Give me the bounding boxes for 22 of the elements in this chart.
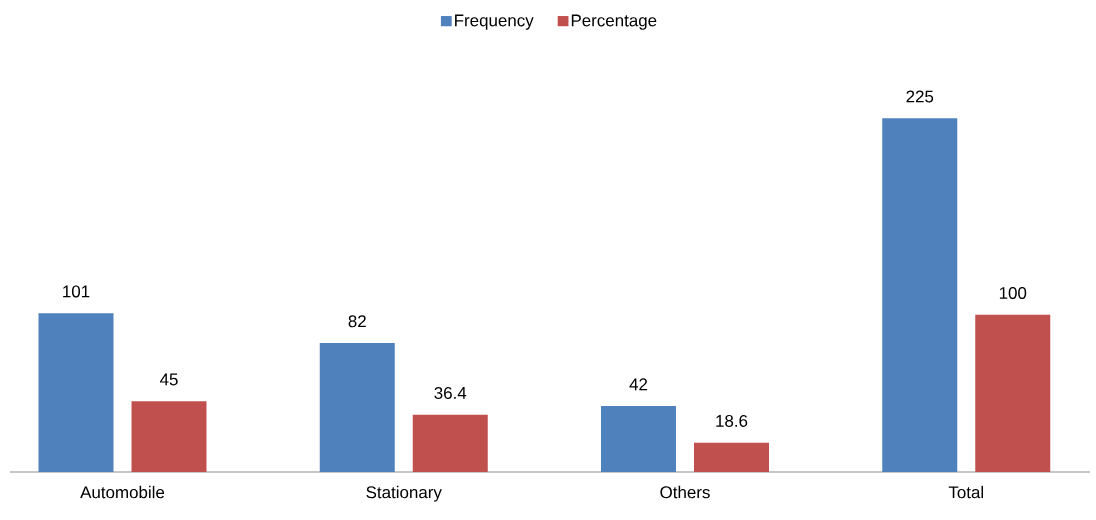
x-tick-label: Others: [660, 485, 710, 499]
data-label: 101: [63, 285, 90, 298]
bar: [882, 118, 958, 472]
bar: [601, 405, 676, 472]
bar: [975, 314, 1051, 472]
data-label: 100: [999, 286, 1027, 299]
data-label: 36.4: [434, 386, 467, 399]
bar: [38, 313, 114, 472]
legend-label: Percentage: [571, 14, 657, 30]
bar: [131, 401, 207, 472]
x-tick-label: Stationary: [366, 485, 442, 502]
x-tick-label: Automobile: [80, 485, 165, 499]
data-label: 18.6: [716, 414, 748, 427]
legend-label: Frequency: [455, 14, 534, 30]
data-label: 225: [906, 90, 934, 103]
data-label: 82: [348, 315, 366, 328]
bar: [319, 343, 395, 472]
data-label: 42: [629, 378, 648, 391]
x-tick-label: Total: [948, 485, 984, 499]
bar: [412, 414, 488, 472]
bar: [694, 442, 769, 472]
data-label: 45: [159, 373, 178, 386]
